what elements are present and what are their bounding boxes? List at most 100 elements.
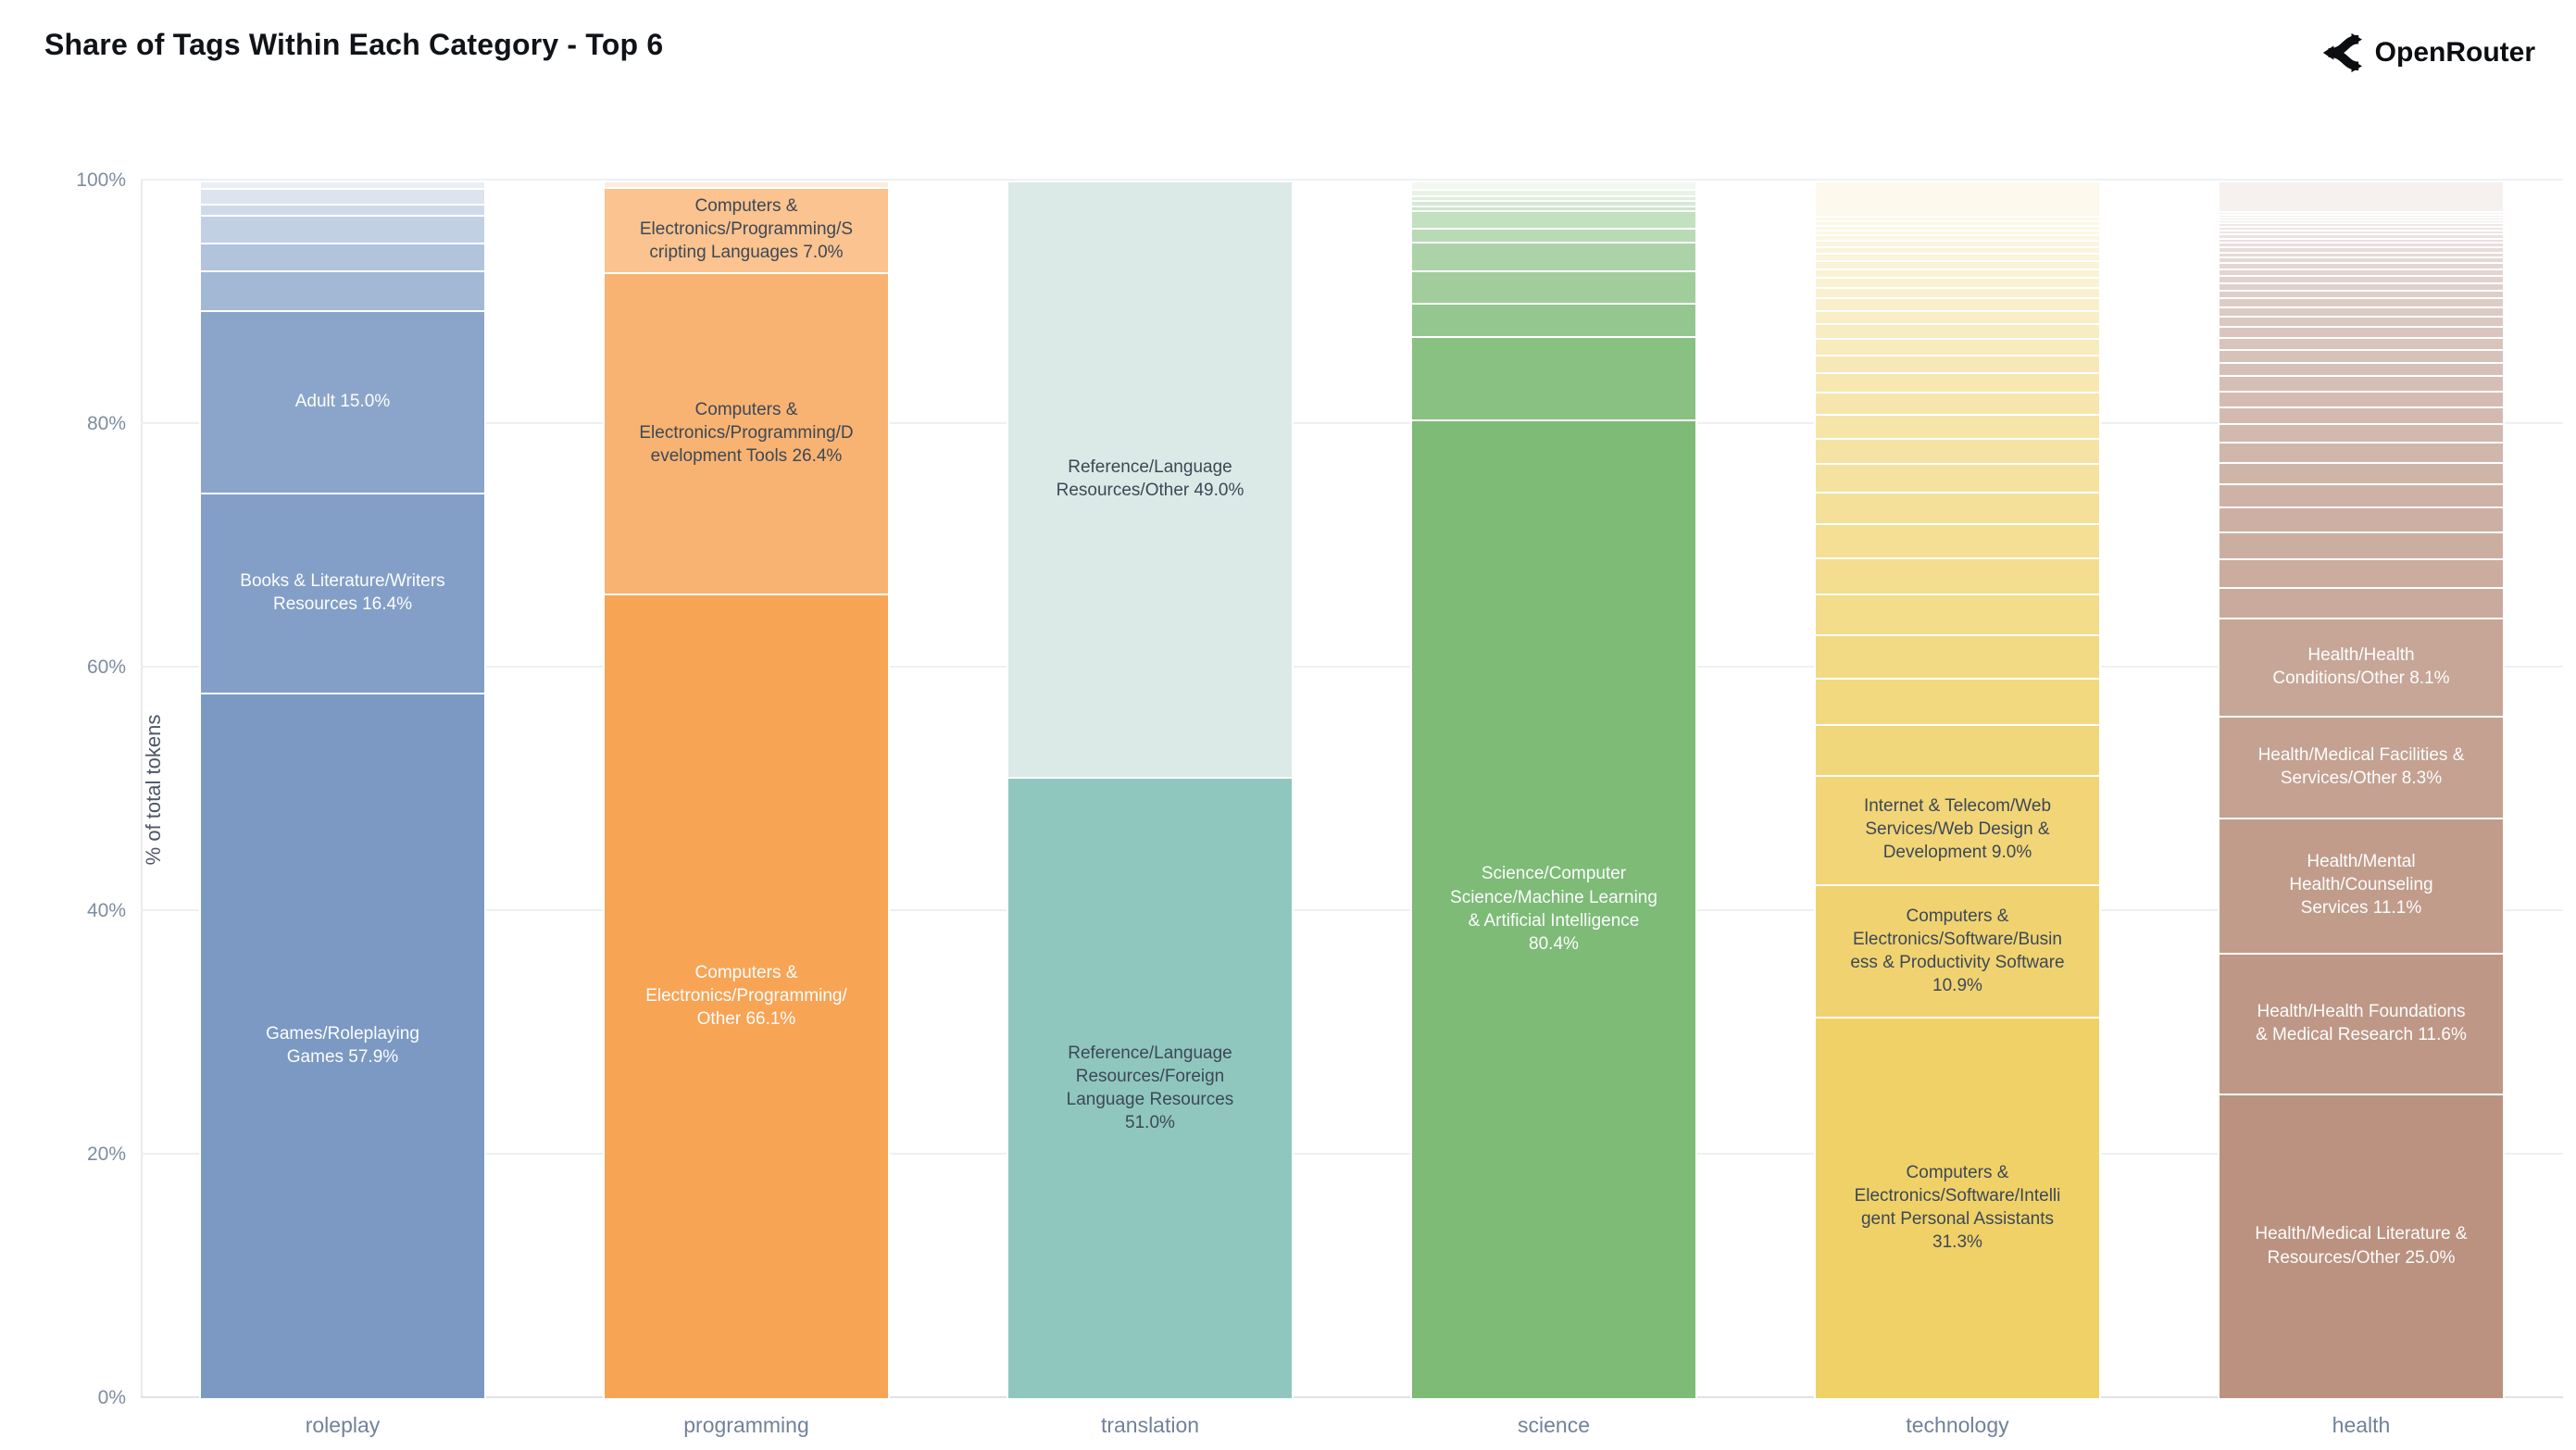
bar-segment-health-2[interactable]: Health/Mental Health/Counseling Services…: [2218, 817, 2505, 953]
bar-segment-translation-1[interactable]: Reference/Language Resources/Other 49.0%: [1007, 181, 1294, 778]
bar-segment-science-10[interactable]: [1410, 189, 1697, 195]
bar-segment-technology-11[interactable]: [1814, 437, 2101, 464]
bar-segment-health-17[interactable]: [2218, 348, 2505, 362]
bar-segment-health-12[interactable]: [2218, 423, 2505, 443]
bar-segment-health-40[interactable]: [2218, 211, 2505, 214]
bar-segment-health-27[interactable]: [2218, 262, 2505, 269]
bar-segment-health-1[interactable]: Health/Health Foundations & Medical Rese…: [2218, 952, 2505, 1094]
bar-segment-science-0[interactable]: Science/Computer Science/Machine Learnin…: [1410, 419, 1697, 1398]
bar-segment-science-3[interactable]: [1410, 269, 1697, 304]
bar-segment-health-4[interactable]: Health/Health Conditions/Other 8.1%: [2218, 617, 2505, 717]
bar-segment-technology-20[interactable]: [1814, 286, 2101, 298]
bar-segment-technology-14[interactable]: [1814, 372, 2101, 393]
bar-segment-roleplay-7[interactable]: [199, 187, 486, 205]
bar-segment-technology-5[interactable]: [1814, 633, 2101, 678]
bar-segment-health-38[interactable]: [2218, 216, 2505, 219]
bar-segment-health-24[interactable]: [2218, 281, 2505, 290]
bar-segment-technology-29[interactable]: [1814, 224, 2101, 230]
bar-segment-technology-4[interactable]: [1814, 677, 2101, 725]
bar-segment-technology-27[interactable]: [1814, 234, 2101, 241]
bar-segment-technology-15[interactable]: [1814, 355, 2101, 373]
bar-segment-health-32[interactable]: [2218, 237, 2505, 243]
bar-segment-technology-16[interactable]: [1814, 338, 2101, 356]
bar-segment-technology-26[interactable]: [1814, 240, 2101, 246]
bar-segment-health-28[interactable]: [2218, 256, 2505, 263]
bar-segment-health-25[interactable]: [2218, 274, 2505, 282]
bar-segment-health-22[interactable]: [2218, 297, 2505, 306]
bar-segment-science-5[interactable]: [1410, 227, 1697, 243]
bar-segment-health-18[interactable]: [2218, 337, 2505, 349]
bar-segment-technology-30[interactable]: [1814, 219, 2101, 225]
bar-segment-health-6[interactable]: [2218, 558, 2505, 587]
bar-segment-technology-32[interactable]: [1814, 181, 2101, 217]
bar-segment-technology-12[interactable]: [1814, 413, 2101, 438]
bar-segment-science-6[interactable]: [1410, 210, 1697, 228]
bar-segment-programming-0[interactable]: Computers & Electronics/Programming/Othe…: [603, 593, 890, 1398]
bar-segment-roleplay-2[interactable]: Adult 15.0%: [199, 309, 486, 493]
bar-segment-health-5[interactable]: [2218, 586, 2505, 618]
bar-segment-technology-8[interactable]: [1814, 523, 2101, 557]
bar-segment-health-7[interactable]: [2218, 531, 2505, 558]
bar-segment-science-8[interactable]: [1410, 200, 1697, 206]
bar-segment-technology-2[interactable]: Internet & Telecom/Web Services/Web Desi…: [1814, 774, 2101, 885]
bar-segment-programming-2[interactable]: Computers & Electronics/Programming/Scri…: [603, 186, 890, 272]
bar-segment-health-13[interactable]: [2218, 406, 2505, 424]
bar-segment-roleplay-5[interactable]: [199, 214, 486, 244]
bar-segment-technology-6[interactable]: [1814, 594, 2101, 634]
bar-segment-health-0[interactable]: Health/Medical Literature & Resources/Ot…: [2218, 1094, 2505, 1398]
bar-segment-technology-10[interactable]: [1814, 463, 2101, 493]
bar-segment-health-33[interactable]: [2218, 233, 2505, 238]
bar-segment-health-35[interactable]: [2218, 225, 2505, 230]
bar-segment-health-23[interactable]: [2218, 289, 2505, 298]
bar-segment-technology-23[interactable]: [1814, 260, 2101, 269]
bar-segment-health-31[interactable]: [2218, 242, 2505, 247]
bar-segment-programming-3[interactable]: [603, 181, 890, 187]
bar-segment-health-36[interactable]: [2218, 222, 2505, 226]
bar-segment-technology-9[interactable]: [1814, 492, 2101, 524]
bar-segment-health-21[interactable]: [2218, 306, 2505, 317]
bar-segment-roleplay-0[interactable]: Games/Roleplaying Games 57.9%: [199, 692, 486, 1398]
bar-segment-technology-0[interactable]: Computers & Electronics/Software/Intelli…: [1814, 1017, 2101, 1398]
bar-segment-science-9[interactable]: [1410, 194, 1697, 201]
bar-segment-health-34[interactable]: [2218, 229, 2505, 234]
bar-segment-technology-24[interactable]: [1814, 253, 2101, 261]
bar-segment-technology-17[interactable]: [1814, 323, 2101, 339]
bar-segment-science-2[interactable]: [1410, 303, 1697, 336]
bar-segment-roleplay-6[interactable]: [199, 204, 486, 215]
bar-segment-health-41[interactable]: [2218, 181, 2505, 212]
bar-segment-technology-13[interactable]: [1814, 392, 2101, 414]
bar-segment-health-8[interactable]: [2218, 506, 2505, 532]
bar-segment-science-1[interactable]: [1410, 335, 1697, 420]
bar-segment-technology-21[interactable]: [1814, 277, 2101, 287]
bar-segment-health-9[interactable]: [2218, 483, 2505, 507]
bar-segment-roleplay-3[interactable]: [199, 270, 486, 310]
bar-segment-health-10[interactable]: [2218, 461, 2505, 484]
bar-segment-roleplay-4[interactable]: [199, 243, 486, 271]
bar-segment-health-11[interactable]: [2218, 442, 2505, 462]
bar-segment-health-39[interactable]: [2218, 213, 2505, 217]
bar-segment-health-30[interactable]: [2218, 246, 2505, 252]
bar-segment-roleplay-1[interactable]: Books & Literature/Writers Resources 16.…: [199, 492, 486, 693]
bar-segment-health-29[interactable]: [2218, 251, 2505, 257]
bar-segment-health-26[interactable]: [2218, 268, 2505, 275]
bar-segment-technology-25[interactable]: [1814, 245, 2101, 254]
bar-segment-roleplay-8[interactable]: [199, 181, 486, 188]
bar-segment-technology-18[interactable]: [1814, 309, 2101, 324]
bar-segment-technology-1[interactable]: Computers & Electronics/Software/Busines…: [1814, 884, 2101, 1018]
bar-segment-health-16[interactable]: [2218, 361, 2505, 376]
bar-segment-technology-3[interactable]: [1814, 724, 2101, 775]
bar-segment-technology-28[interactable]: [1814, 229, 2101, 235]
bar-segment-technology-22[interactable]: [1814, 268, 2101, 278]
bar-segment-science-11[interactable]: [1410, 181, 1697, 190]
bar-segment-health-14[interactable]: [2218, 390, 2505, 406]
bar-segment-science-7[interactable]: [1410, 206, 1697, 211]
bar-segment-health-3[interactable]: Health/Medical Facilities & Services/Oth…: [2218, 716, 2505, 818]
bar-segment-health-20[interactable]: [2218, 316, 2505, 327]
bar-segment-technology-19[interactable]: [1814, 297, 2101, 310]
bar-segment-health-37[interactable]: [2218, 219, 2505, 223]
bar-segment-health-15[interactable]: [2218, 375, 2505, 391]
bar-segment-science-4[interactable]: [1410, 242, 1697, 270]
bar-segment-programming-1[interactable]: Computers & Electronics/Programming/Deve…: [603, 271, 890, 594]
bar-segment-technology-31[interactable]: [1814, 216, 2101, 220]
bar-segment-translation-0[interactable]: Reference/Language Resources/Foreign Lan…: [1007, 777, 1294, 1398]
